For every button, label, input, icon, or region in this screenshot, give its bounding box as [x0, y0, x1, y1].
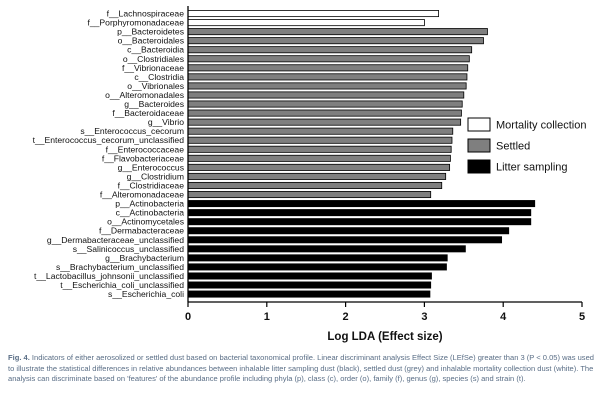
bar-t-enterococcus-cecorum-unclassified [187, 136, 453, 144]
legend-label: Settled [496, 141, 530, 153]
bar-c-actinobacteria [187, 209, 532, 217]
bar-g-bacteroides [187, 100, 463, 108]
bar-o-actinomycetales [187, 218, 532, 226]
category-label: o__Vibrionales [127, 81, 184, 91]
category-label: g__Brachybacterium [105, 253, 184, 263]
x-tick-label: 5 [579, 311, 585, 323]
bar-p-bacteroidetes [187, 28, 488, 36]
bar-f-dermabacteraceae [187, 227, 510, 235]
legend-label: Mortality collection [496, 120, 586, 132]
figure-caption-label: Fig. 4. [8, 353, 30, 362]
bar-f-vibrionaceae [187, 64, 469, 72]
category-label: o__Alteromonadales [105, 90, 184, 100]
lefse-bar-chart: f__Lachnospiraceaef__Porphyromonadaceaep… [33, 6, 586, 343]
bar-o-bacteroidales [187, 37, 484, 45]
x-tick-label: 4 [500, 311, 507, 323]
x-tick-label: 2 [343, 311, 349, 323]
bar-c-clostridia [187, 73, 468, 81]
category-label: p__Actinobacteria [115, 199, 184, 209]
category-label: f__Flavobacteriaceae [102, 153, 184, 163]
legend-swatch [467, 159, 491, 174]
category-label: s__Enterococcus_cecorum [80, 126, 184, 136]
category-label: s__Escherichia_coli [108, 289, 184, 299]
category-label: g__Vibrio [148, 117, 184, 127]
category-label: f__Vibrionaceae [122, 63, 184, 73]
legend-swatch [467, 138, 491, 153]
bar-t-escherichia-coli-unclassified [187, 281, 432, 289]
bar-f-alteromonadaceae [187, 191, 432, 199]
category-labels: f__Lachnospiraceaef__Porphyromonadaceaep… [33, 9, 185, 300]
category-label: p__Bacteroidetes [117, 27, 184, 37]
bar-f-clostridiaceae [187, 181, 443, 189]
legend: Mortality collection Settled Litter sampli… [467, 117, 586, 174]
bar-s-enterococcus-cecorum [187, 127, 454, 135]
category-label: f__Bacteroidaceae [112, 108, 184, 118]
figure-caption: Fig. 4. Indicators of either aerosolized… [8, 353, 594, 385]
bar-f-porphyromonadaceae [187, 19, 425, 27]
category-label: f__Enterococcaceae [106, 144, 185, 154]
legend-label: Litter sampling [496, 162, 568, 174]
bar-c-bacteroidia [187, 46, 473, 54]
bar-t-lactobacillus-johnsonii-unclassified [187, 272, 432, 280]
category-label: c__Actinobacteria [116, 208, 185, 218]
category-label: f__Alteromonadaceae [100, 190, 184, 200]
bar-o-alteromonadales [187, 91, 465, 99]
category-label: g__Clostridium [127, 171, 184, 181]
x-tick-label: 3 [421, 311, 427, 323]
category-label: c__Clostridia [134, 72, 184, 82]
category-label: f__Lachnospiraceae [107, 9, 185, 19]
bar-p-actinobacteria [187, 200, 536, 208]
x-tick-label: 1 [264, 311, 270, 323]
category-label: s__Salinicoccus_unclassified [73, 244, 185, 254]
category-label: g__Dermabacteraceae_unclassified [47, 235, 184, 245]
category-label: c__Bacteroidia [127, 45, 184, 55]
category-label: s__Brachybacterium_unclassified [56, 262, 184, 272]
bar-s-salinicoccus-unclassified [187, 245, 466, 253]
category-label: o__Bacteroidales [118, 36, 184, 46]
bar-o-clostridiales [187, 55, 470, 63]
category-label: o__Actinomycetales [107, 217, 184, 227]
category-label: f__Porphyromonadaceae [87, 18, 184, 28]
legend-swatch [467, 117, 491, 132]
category-label: f__Clostridiaceae [118, 180, 185, 190]
bar-g-enterococcus [187, 163, 451, 171]
bar-s-escherichia-coli [187, 290, 431, 298]
bar-s-brachybacterium-unclassified [187, 263, 447, 271]
bar-g-dermabacteraceae-unclassified [187, 236, 503, 244]
bar-g-brachybacterium [187, 254, 448, 262]
category-label: t__Escherichia_coli_unclassified [60, 280, 184, 290]
category-label: f__Dermabacteraceae [99, 226, 184, 236]
x-tick-label: 0 [185, 311, 191, 323]
category-label: g__Bacteroides [124, 99, 184, 109]
category-label: o__Clostridiales [123, 54, 184, 64]
category-label: t__Lactobacillus_johnsonii_unclassified [34, 271, 184, 281]
x-axis-title: Log LDA (Effect size) [327, 331, 442, 343]
bar-f-bacteroidaceae [187, 109, 462, 117]
x-axis-ticks: 0 1 2 3 4 5 [185, 302, 585, 323]
category-label: t__Enterococcus_cecorum_unclassified [33, 135, 185, 145]
bar-g-vibrio [187, 118, 462, 126]
category-label: g__Enterococcus [118, 162, 184, 172]
bar-o-vibrionales [187, 82, 467, 90]
figure-caption-text: Indicators of either aerosolized or sett… [8, 353, 594, 384]
bar-g-clostridium [187, 172, 447, 180]
bars-layer [187, 10, 536, 298]
bar-f-enterococcaceae [187, 145, 452, 153]
bar-f-flavobacteriaceae [187, 154, 451, 162]
bar-f-lachnospiraceae [187, 10, 439, 18]
